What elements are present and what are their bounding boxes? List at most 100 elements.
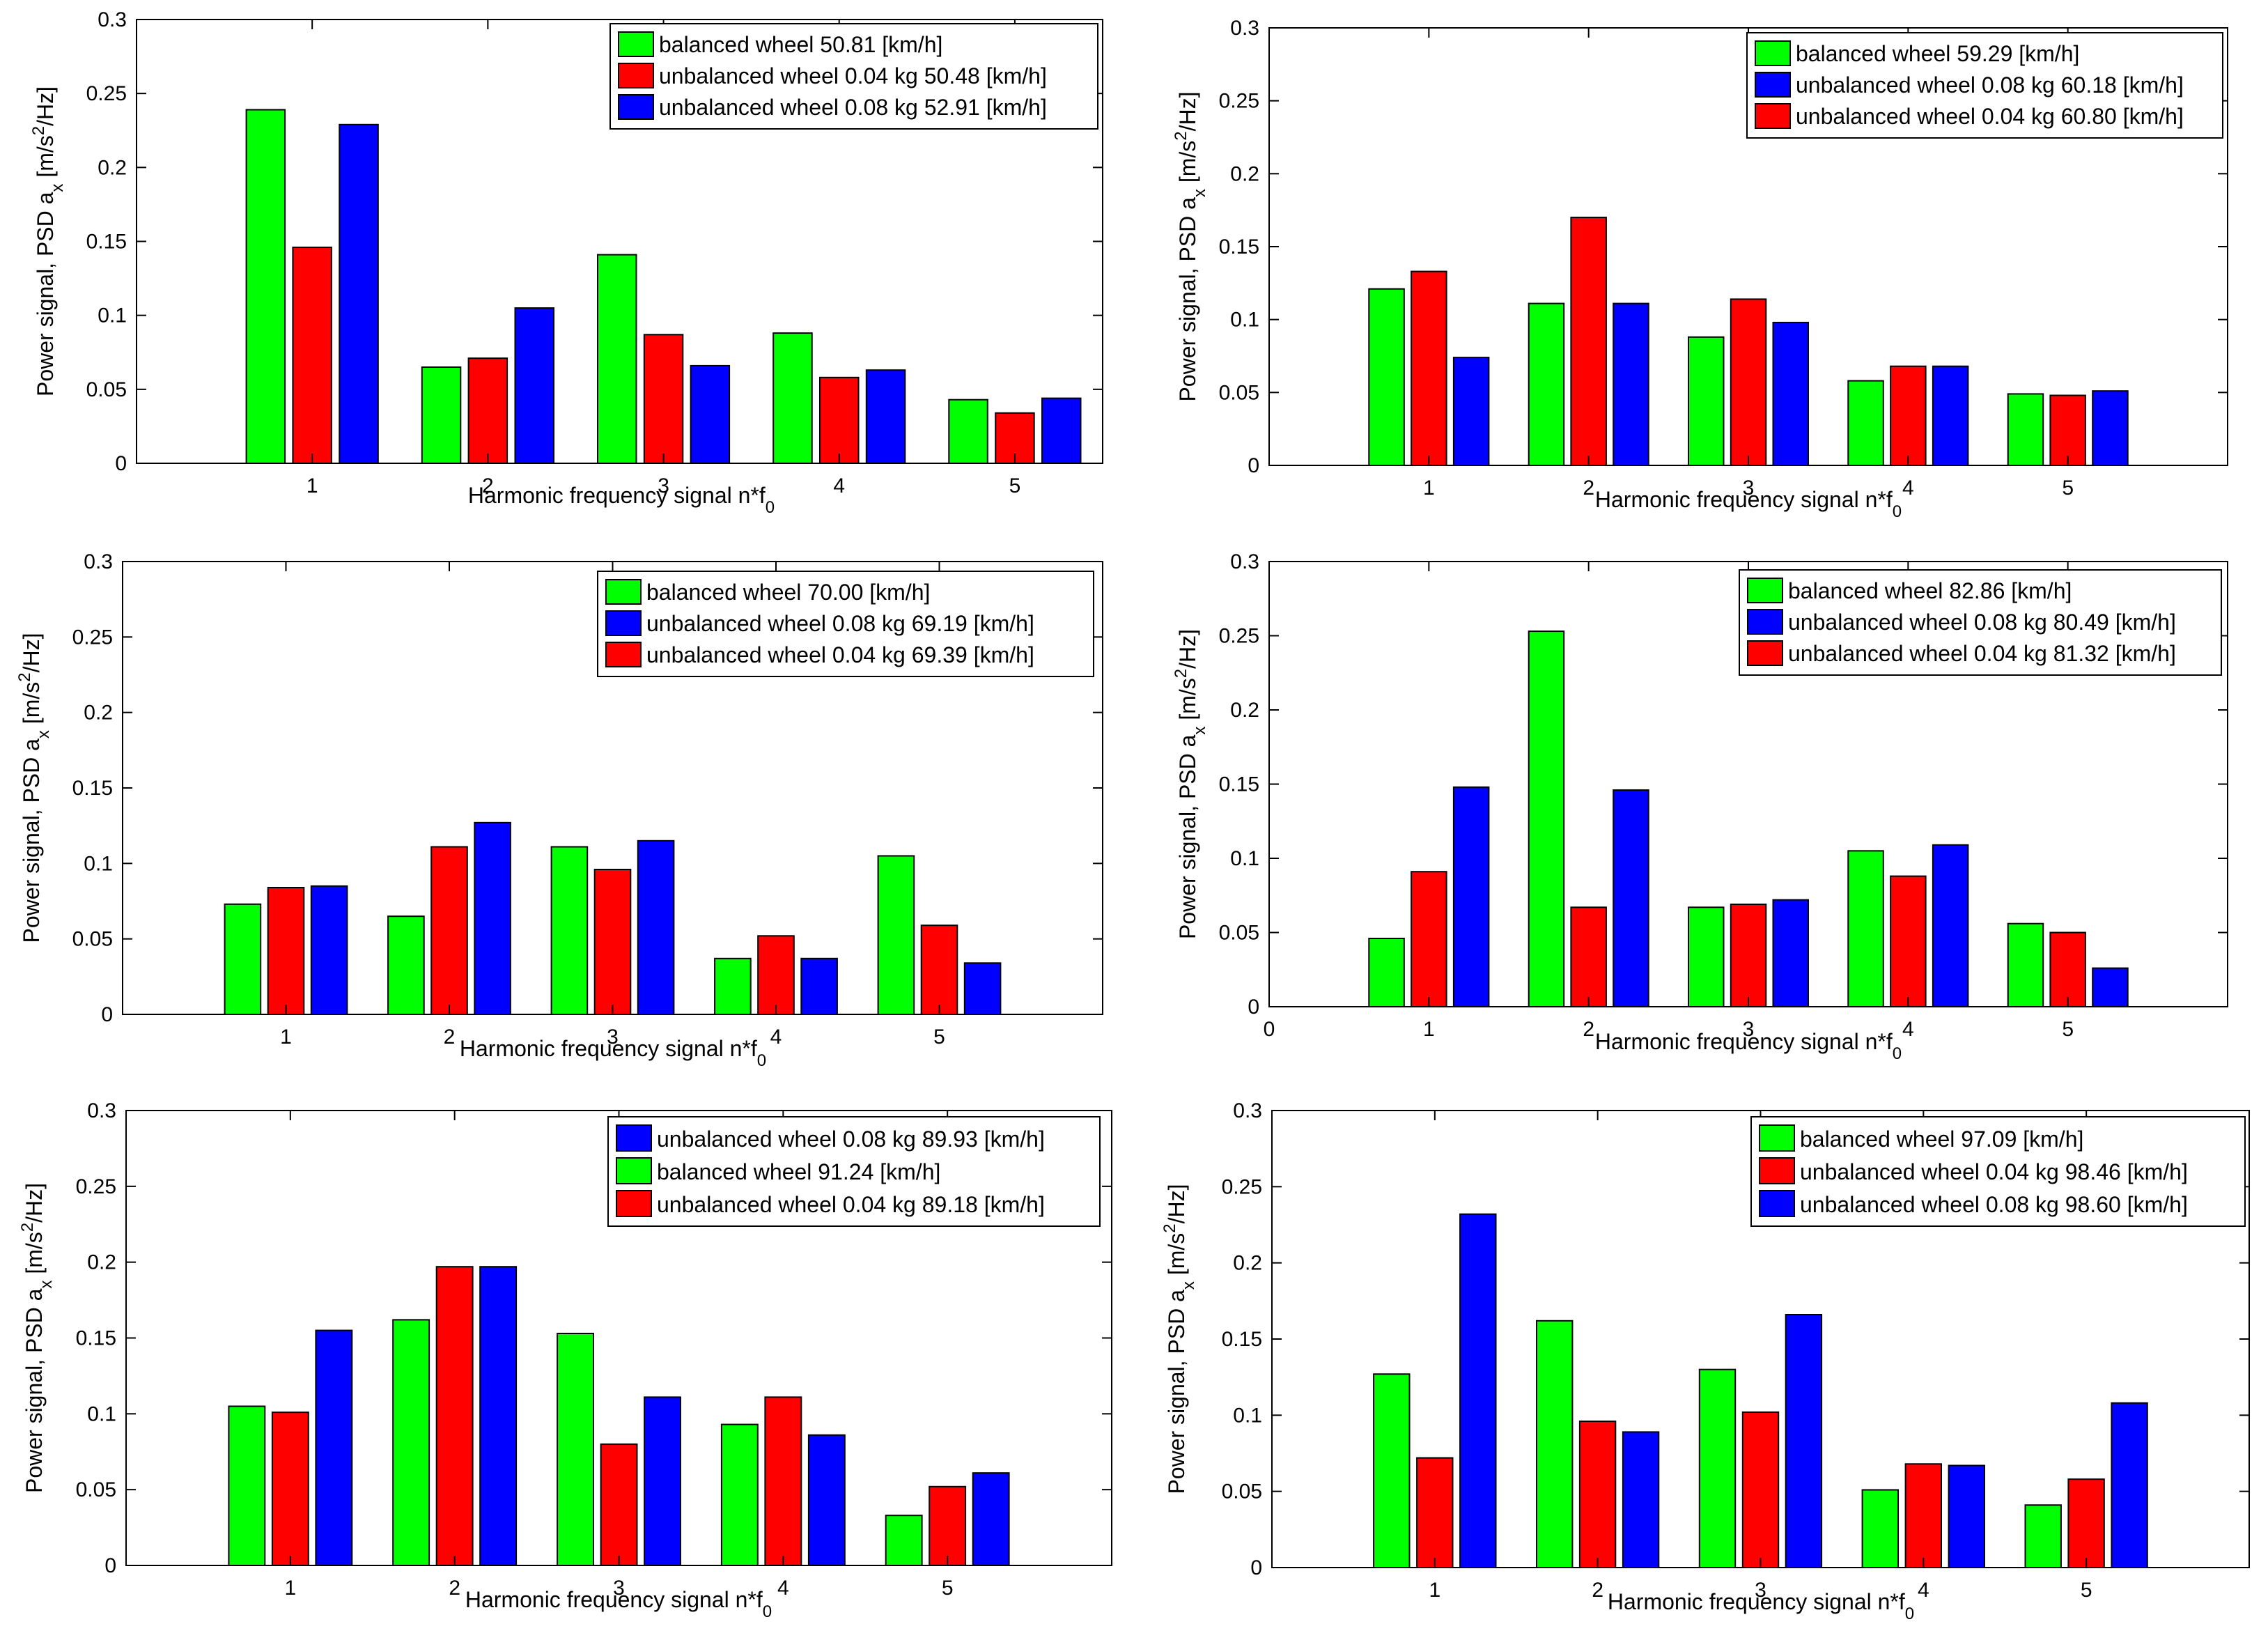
bar (885, 1515, 923, 1566)
bar (1416, 1457, 1454, 1569)
legend-swatch (1755, 103, 1791, 129)
bar (720, 1423, 759, 1566)
legend-entry: unbalanced wheel 0.08 kg 89.93 [km/h] (657, 1127, 1045, 1152)
x-tick-label: 4 (770, 1026, 782, 1049)
bar (877, 855, 915, 1015)
bar (467, 357, 508, 465)
y-tick-label: 0.25 (1222, 1175, 1262, 1198)
bar (920, 925, 958, 1015)
x-tick-label: 1 (1429, 1579, 1440, 1602)
legend-swatch (605, 642, 642, 667)
x-tick-label: 4 (1918, 1579, 1929, 1602)
y-tick-label: 0 (115, 452, 127, 475)
y-tick-label: 0.2 (1230, 162, 1259, 185)
bar (1578, 1421, 1617, 1568)
bar (479, 1266, 518, 1566)
legend-entry: unbalanced wheel 0.08 kg 80.49 [km/h] (1788, 610, 2176, 635)
legend: unbalanced wheel 0.08 kg 89.93 [km/h] bal… (607, 1116, 1101, 1227)
y-axis-label: Power signal, PSD ax [m/s2/Hz] (15, 633, 53, 943)
y-tick-label: 0.2 (84, 702, 113, 725)
chart-3: 0 0.05 0.1 0.15 0.2 0.25 0.3 1 2 3 4 5 Harmonic freq… (15, 550, 1103, 1070)
bar (1528, 302, 1565, 466)
legend-swatch (616, 1190, 652, 1217)
bar (245, 109, 286, 464)
y-tick-label: 0.05 (1219, 922, 1259, 945)
bar (1373, 1373, 1411, 1569)
x-tick-label: 5 (2062, 477, 2074, 500)
y-tick-label: 0.3 (1230, 550, 1259, 573)
y-tick-label: 0.1 (1230, 847, 1259, 870)
x-tick-label: 2 (449, 1577, 460, 1600)
legend: balanced wheel 50.81 [km/h] unbalanced wh… (609, 23, 1098, 130)
bar (550, 846, 589, 1015)
bar (1368, 938, 1405, 1007)
legend-swatch (1755, 72, 1791, 98)
x-tick-label: 3 (658, 474, 669, 497)
legend-entry: unbalanced wheel 0.04 kg 69.39 [km/h] (646, 642, 1034, 667)
y-axis-label: Power signal, PSD ax [m/s2/Hz] (1172, 91, 1209, 401)
legend-swatch (616, 1157, 652, 1184)
x-tick-label: 5 (942, 1577, 954, 1600)
y-tick-label: 0.2 (87, 1251, 116, 1274)
bar (315, 1329, 353, 1566)
bar (757, 935, 795, 1016)
x-tick-label: 4 (1902, 1018, 1914, 1041)
bar (421, 366, 462, 464)
x-tick-label: 1 (306, 474, 318, 497)
bar (387, 915, 425, 1015)
x-tick-label: 3 (1743, 1018, 1755, 1041)
y-tick-label: 0.3 (84, 550, 113, 573)
y-axis-label: Power signal, PSD ax [m/s2/Hz] (1160, 1184, 1198, 1494)
legend-swatch (1747, 609, 1783, 635)
bar (600, 1443, 638, 1566)
x-tick-label: 3 (607, 1026, 619, 1049)
y-tick-label: 0 (1250, 1556, 1262, 1579)
bar (2111, 1402, 2148, 1569)
x-tick-label: 5 (933, 1026, 945, 1049)
bar (1041, 397, 1082, 464)
y-tick-label: 0.15 (86, 231, 127, 254)
y-tick-label: 0.2 (1230, 699, 1259, 722)
bar (2007, 922, 2044, 1007)
bar (865, 369, 906, 465)
x-tick-label: 0 (1264, 1018, 1275, 1041)
y-tick-label: 0 (1248, 996, 1259, 1019)
bar (1613, 789, 1649, 1007)
y-tick-label: 0.15 (76, 1327, 116, 1350)
bar (1861, 1489, 1900, 1568)
legend-entry: unbalanced wheel 0.04 kg 60.80 [km/h] (1796, 104, 2184, 129)
bar (807, 1434, 846, 1567)
y-axis-label: Power signal, PSD ax [m/s2/Hz] (1172, 629, 1209, 939)
x-axis-label: Harmonic frequency signal n*f0 (1595, 487, 1902, 521)
x-tick-label: 2 (1592, 1579, 1603, 1602)
legend: balanced wheel 59.29 [km/h] unbalanced wh… (1746, 32, 2223, 139)
bar (557, 1333, 594, 1566)
x-axis-label: Harmonic frequency signal n*f0 (460, 1036, 766, 1070)
bar (929, 1485, 967, 1567)
bar (1730, 298, 1767, 466)
x-tick-label: 3 (613, 1577, 625, 1600)
legend-swatch (616, 1124, 652, 1152)
y-axis-label: Power signal, PSD ax [m/s2/Hz] (18, 1183, 56, 1493)
y-tick-label: 0.15 (72, 777, 113, 800)
legend: balanced wheel 82.86 [km/h] unbalanced wh… (1739, 569, 2222, 676)
legend: balanced wheel 70.00 [km/h] unbalanced wh… (597, 571, 1094, 677)
y-tick-label: 0.2 (1233, 1252, 1262, 1275)
y-tick-label: 0.25 (1219, 625, 1259, 648)
legend-entry: balanced wheel 70.00 [km/h] (646, 580, 930, 605)
legend-swatch (1759, 1190, 1795, 1217)
legend-box (607, 1116, 1101, 1227)
legend-swatch (1755, 40, 1791, 66)
bar (593, 869, 632, 1015)
bar (772, 332, 813, 464)
bar (435, 1266, 474, 1566)
bar (2049, 931, 2086, 1007)
y-tick-label: 0.25 (72, 626, 113, 649)
bar (2092, 390, 2129, 467)
bar (339, 123, 379, 465)
y-tick-label: 0.05 (86, 378, 127, 401)
bar (1613, 302, 1649, 466)
x-tick-label: 5 (2081, 1579, 2092, 1602)
legend-swatch (618, 94, 654, 120)
bar (1459, 1213, 1497, 1568)
